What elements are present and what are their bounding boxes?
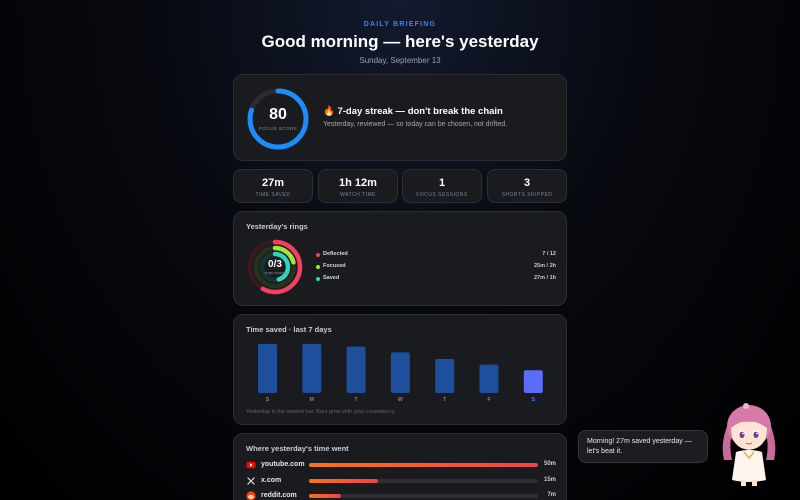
page-title: Good morning — here's yesterday: [261, 32, 539, 51]
site-bar-track: [309, 463, 538, 467]
bar-label-4: T: [443, 397, 447, 403]
bar-5: [479, 364, 499, 393]
stat-label: SHORTS SKIPPED: [501, 192, 553, 198]
site-value: 7m: [547, 492, 556, 498]
stat-shorts-skipped: 3 SHORTS SKIPPED: [487, 169, 567, 203]
legend-value: 27m / 1h: [533, 275, 556, 281]
eyebrow-label: DAILY BRIEFING: [363, 21, 437, 28]
site-bar-track: [309, 479, 538, 483]
site-bar-fill: [309, 479, 378, 483]
site-row-youtube[interactable]: youtube.com 50m: [246, 460, 556, 472]
stat-label: FOCUS SESSIONS: [416, 192, 468, 198]
stat-label: WATCH TIME: [339, 192, 376, 198]
rings-title: Yesterday's rings: [246, 222, 308, 231]
site-name: reddit.com: [261, 492, 297, 499]
rings-closed-value: 0/3: [268, 259, 282, 270]
bar-label-1: M: [310, 397, 315, 403]
where-time-went-card: Where yesterday's time went youtube.com …: [233, 433, 567, 500]
rings-card: Yesterday's rings 0/3 rings closed Defle…: [233, 211, 567, 306]
page-header: DAILY BRIEFING Good morning — here's yes…: [0, 0, 800, 65]
legend-dot: [316, 265, 320, 269]
ring-saved: [259, 251, 291, 283]
bar-label-6: S: [531, 397, 535, 403]
time-saved-title: Time saved · last 7 days: [246, 325, 332, 334]
site-row-x[interactable]: x.com 15m: [246, 476, 556, 488]
stat-label: TIME SAVED: [255, 192, 291, 198]
x-icon: [247, 477, 255, 485]
rings-closed-label: rings closed: [264, 270, 286, 275]
legend-name: Saved: [323, 275, 340, 281]
bar-3: [390, 352, 410, 393]
site-bar-track: [309, 494, 538, 498]
bar-0: [258, 343, 277, 393]
legend-focused: Focused 25m / 2h: [316, 263, 556, 273]
stat-value: 27m: [261, 177, 285, 189]
activity-rings: [247, 239, 303, 295]
site-bar-fill: [309, 463, 538, 467]
stat-focus-sessions: 1 FOCUS SESSIONS: [402, 169, 482, 203]
site-value: 15m: [543, 477, 556, 483]
ring-focused: [253, 245, 297, 289]
time-saved-note: Yesterday is the newest bar. Bars grow w…: [246, 409, 396, 415]
stat-time-saved: 27m TIME SAVED: [233, 169, 313, 203]
bar-4: [435, 358, 455, 393]
legend-name: Deflected: [323, 251, 348, 257]
stat-watch-time: 1h 12m WATCH TIME: [318, 169, 398, 203]
bar-label-3: W: [398, 397, 404, 403]
where-title: Where yesterday's time went: [246, 444, 349, 453]
time-saved-card: Time saved · last 7 days S M T W T F S Yesterd…: [233, 314, 567, 425]
legend-name: Focused: [323, 263, 346, 269]
legend-deflected: Deflected 7 / 12: [316, 251, 556, 261]
bar-label-2: T: [354, 397, 358, 403]
legend-dot: [316, 277, 320, 281]
site-value: 50m: [543, 461, 556, 467]
site-name: youtube.com: [261, 461, 305, 468]
stat-value: 1: [438, 177, 446, 189]
focus-score-card: 80 FOCUS SCORE 🔥 7-day streak — don't br…: [233, 74, 567, 161]
ring-deflected: [247, 239, 303, 295]
reddit-icon: [246, 491, 256, 500]
legend-value: 7 / 12: [542, 251, 556, 257]
site-name: x.com: [261, 477, 282, 484]
page-date: Sunday, September 13: [359, 56, 441, 65]
bar-label-5: F: [487, 397, 491, 403]
site-row-reddit[interactable]: reddit.com 7m: [246, 491, 556, 500]
focus-score-ring: [247, 88, 309, 150]
streak-title: 🔥 7-day streak — don't break the chain: [323, 106, 503, 117]
assistant-speech-bubble[interactable]: Morning! 27m saved yesterday — let's bea…: [578, 430, 708, 463]
legend-dot: [316, 253, 320, 257]
bar-1: [302, 343, 322, 393]
stat-value: 3: [523, 177, 531, 189]
legend-value: 25m / 2h: [533, 263, 556, 269]
focus-score-value: 80: [269, 106, 287, 123]
legend-saved: Saved 27m / 1h: [316, 275, 556, 285]
site-bar-fill: [309, 494, 342, 498]
mascot-character-icon[interactable]: [716, 398, 782, 490]
bar-2: [346, 346, 366, 393]
youtube-icon: [246, 461, 256, 469]
bar-6: [523, 370, 543, 393]
stat-value: 1h 12m: [339, 177, 377, 189]
bar-label-0: S: [266, 397, 270, 403]
focus-score-label: FOCUS SCORE: [258, 126, 298, 131]
streak-subtitle: Yesterday, reviewed — so today can be ch…: [323, 121, 508, 128]
